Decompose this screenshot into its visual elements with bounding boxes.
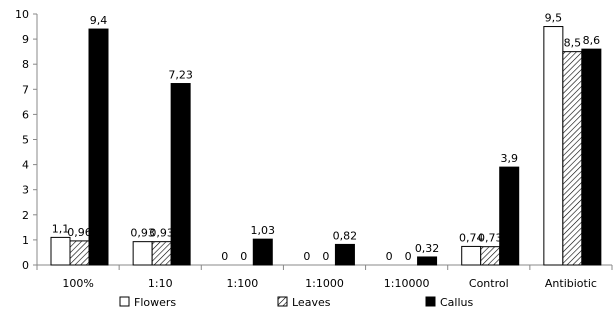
axes: 0 1 2 3 4 5 6 7 8 9 10 100% 1:10 1:100 1:1000 1:10000 Co… (15, 8, 613, 290)
data-label: 0 (240, 250, 247, 263)
x-tick-label: Control (469, 277, 509, 290)
legend-swatch-leaves (277, 296, 288, 307)
data-label: 0,96 (67, 226, 92, 239)
x-tick-label: 100% (62, 277, 93, 290)
y-tick-label: 9 (22, 33, 29, 46)
bar-flowers (50, 236, 71, 266)
x-tick-label: 1:10 (148, 277, 173, 290)
data-label: 1,03 (251, 224, 276, 237)
data-label: 0 (303, 250, 310, 263)
bar-flowers (132, 241, 153, 266)
bar-callus (252, 238, 273, 266)
y-tick-label: 5 (22, 134, 29, 147)
data-label: 0 (386, 250, 393, 263)
bar-leaves (69, 240, 90, 266)
data-label: 9,4 (90, 14, 108, 27)
bar-callus (499, 166, 520, 266)
data-label: 1,1 (52, 222, 70, 235)
x-tick-label: 1:100 (227, 277, 259, 290)
bar-flowers (461, 245, 482, 266)
data-label: 8,5 (564, 37, 582, 50)
bar-flowers (543, 26, 564, 266)
data-label: 0 (221, 250, 228, 263)
bar-leaves (151, 241, 172, 266)
legend-label-flowers: Flowers (134, 296, 176, 309)
data-label: 0 (405, 250, 412, 263)
x-tick-label: 1:1000 (305, 277, 344, 290)
bar-leaves (480, 246, 501, 266)
bar-callus (334, 243, 355, 266)
y-tick-label: 10 (15, 8, 29, 21)
legend-swatch-callus (425, 296, 436, 307)
y-tick-label: 1 (22, 234, 29, 247)
legend-label-callus: Callus (440, 296, 474, 309)
x-tick-label: 1:10000 (384, 277, 430, 290)
legend-swatch-flowers (119, 296, 130, 307)
data-labels: 1,10,969,40,930,937,230 01,030 00,820 00,32… (52, 12, 600, 263)
data-label: 0,93 (149, 227, 174, 240)
y-tick-label: 4 (22, 159, 29, 172)
bars (50, 26, 602, 266)
data-label: 0,93 (130, 227, 155, 240)
y-tick-label: 0 (22, 259, 29, 272)
bar-callus (581, 48, 602, 266)
data-label: 0,32 (415, 242, 440, 255)
bar-leaves (562, 51, 583, 266)
bar-callus (170, 83, 191, 266)
y-tick-label: 3 (22, 184, 29, 197)
data-label: 7,23 (168, 69, 193, 82)
bar-callus (88, 28, 109, 266)
y-tick-label: 6 (22, 108, 29, 121)
legend-label-leaves: Leaves (292, 296, 331, 309)
data-label: 9,5 (545, 12, 563, 25)
bar-callus (417, 256, 438, 266)
data-label: 0,74 (459, 231, 484, 244)
data-label: 3,9 (500, 152, 518, 165)
y-tick-label: 8 (22, 58, 29, 71)
data-label: 8,6 (583, 34, 601, 47)
data-label: 0 (322, 250, 329, 263)
y-tick-label: 2 (22, 209, 29, 222)
legend: Flowers Leaves Callus (119, 296, 474, 309)
data-label: 0,82 (333, 229, 358, 242)
x-tick-label: Antibiotic (545, 277, 597, 290)
y-tick-label: 7 (22, 83, 29, 96)
data-label: 0,73 (478, 232, 503, 245)
